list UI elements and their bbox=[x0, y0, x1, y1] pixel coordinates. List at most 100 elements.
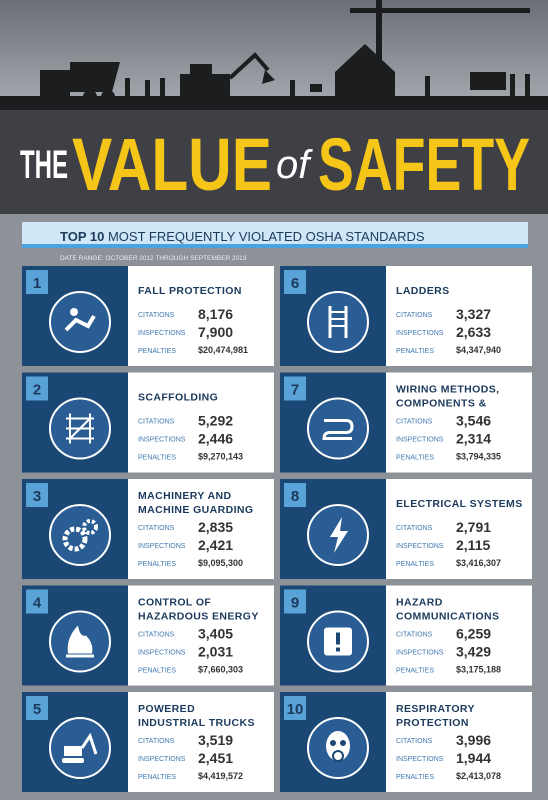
rank: 5 bbox=[33, 701, 41, 718]
icon-glyph bbox=[340, 740, 346, 746]
rank-box bbox=[284, 483, 306, 507]
stat-label: INSPECTIONS bbox=[138, 650, 186, 657]
title-value: VALUE bbox=[72, 123, 272, 206]
stat-value: $4,419,572 bbox=[198, 771, 243, 781]
icon-glyph bbox=[62, 758, 84, 763]
stat-label: CITATIONS bbox=[396, 738, 433, 745]
stat-label: CITATIONS bbox=[138, 525, 175, 532]
cards: 1 FALL PROTECTION CITATIONS 8,176 INSPECTION… bbox=[22, 266, 532, 792]
card: 9 HAZARD COMMUNICATIONS CITATIONS 6,259 INSPE… bbox=[280, 585, 532, 686]
icon-circle bbox=[307, 291, 369, 353]
stat-value: 2,115 bbox=[456, 537, 490, 553]
stat-value: 1,944 bbox=[456, 750, 491, 766]
stat-label: INSPECTIONS bbox=[138, 543, 186, 550]
icon-glyph bbox=[330, 517, 348, 553]
stat-value: 3,996 bbox=[456, 732, 491, 748]
stat-value: 2,421 bbox=[198, 537, 233, 553]
rank: 1 bbox=[33, 275, 41, 292]
card: 3 MACHINERY AND MACHINE GUARDING CITATIONS 2… bbox=[22, 479, 274, 579]
banner-text: TOP 10 MOST FREQUENTLY VIOLATED OSHA STA… bbox=[60, 229, 425, 244]
rank-box bbox=[26, 696, 48, 720]
title-of: of bbox=[276, 143, 313, 187]
standard-title: LADDERS bbox=[396, 285, 450, 297]
stat-value: 2,451 bbox=[198, 750, 233, 766]
stat-label: PENALTIES bbox=[138, 348, 176, 355]
card: 4 CONTROL OF HAZARDOUS ENERGY CITATIONS 3,40… bbox=[22, 585, 274, 686]
stat-value: 2,031 bbox=[198, 644, 233, 660]
rank-box bbox=[26, 483, 48, 507]
stat-value: 8,176 bbox=[198, 306, 233, 322]
stat-label: CITATIONS bbox=[396, 525, 433, 532]
standard-title: HAZARD bbox=[396, 597, 443, 609]
date-range: DATE RANGE: OCTOBER 2012 THROUGH SEPTEMB… bbox=[60, 255, 247, 262]
icon-glyph bbox=[70, 308, 78, 316]
rank-box bbox=[284, 376, 306, 401]
stat-label: CITATIONS bbox=[138, 312, 175, 319]
stat-value: 3,546 bbox=[456, 413, 491, 429]
banner-lead: TOP 10 bbox=[60, 229, 104, 244]
banner-rest: MOST FREQUENTLY VIOLATED OSHA STANDARDS bbox=[108, 229, 425, 244]
rank: 8 bbox=[291, 488, 299, 505]
icon-circle bbox=[307, 397, 369, 460]
stat-value: 7,900 bbox=[198, 324, 233, 340]
stat-label: CITATIONS bbox=[396, 632, 433, 639]
standard-title: PROTECTION bbox=[396, 717, 469, 729]
stat-label: CITATIONS bbox=[396, 419, 433, 426]
stat-label: CITATIONS bbox=[138, 419, 175, 426]
rank: 2 bbox=[33, 382, 41, 399]
stat-value: 3,405 bbox=[198, 626, 233, 642]
title-band bbox=[0, 110, 548, 214]
card: 8 ELECTRICAL SYSTEMS CITATIONS 2,791 INSPECT… bbox=[280, 479, 532, 579]
stat-label: CITATIONS bbox=[138, 738, 175, 745]
stat-label: CITATIONS bbox=[396, 312, 433, 319]
rank: 6 bbox=[291, 275, 299, 292]
stat-label: PENALTIES bbox=[396, 455, 434, 462]
sky bbox=[0, 0, 548, 110]
title-the: THE bbox=[20, 143, 68, 187]
stat-value: 5,292 bbox=[198, 413, 233, 429]
rank: 9 bbox=[291, 595, 299, 612]
rank: 10 bbox=[287, 701, 304, 718]
stat-label: CITATIONS bbox=[138, 632, 175, 639]
icon-glyph bbox=[64, 746, 82, 756]
banner bbox=[22, 222, 528, 248]
standard-title: FALL PROTECTION bbox=[138, 285, 242, 297]
stat-value: $4,347,940 bbox=[456, 345, 501, 355]
banner-edge bbox=[22, 244, 528, 248]
rank: 4 bbox=[33, 595, 42, 612]
icon-glyph bbox=[322, 419, 354, 440]
stat-value: $2,413,078 bbox=[456, 771, 501, 781]
stat-label: PENALTIES bbox=[396, 668, 434, 675]
rank-box bbox=[284, 270, 306, 294]
icon-glyph bbox=[82, 519, 98, 535]
icon-glyph bbox=[69, 417, 91, 440]
stat-value: $20,474,981 bbox=[198, 345, 248, 355]
icon-glyph bbox=[62, 526, 88, 552]
standard-title: ELECTRICAL SYSTEMS bbox=[396, 498, 523, 510]
rank-box bbox=[284, 696, 306, 720]
icon-glyph bbox=[66, 654, 94, 658]
icon-glyph bbox=[326, 731, 350, 761]
stat-label: INSPECTIONS bbox=[396, 543, 444, 550]
icon-glyph bbox=[64, 314, 96, 332]
icon-circle bbox=[49, 504, 111, 566]
stat-value: $9,270,143 bbox=[198, 452, 243, 462]
standard-title: MACHINERY AND bbox=[138, 490, 231, 502]
stat-value: 6,259 bbox=[456, 626, 491, 642]
stat-value: 2,835 bbox=[198, 519, 233, 535]
stat-value: $3,416,307 bbox=[456, 558, 501, 568]
stat-label: PENALTIES bbox=[396, 348, 434, 355]
stat-label: PENALTIES bbox=[138, 668, 176, 675]
card: 5 POWERED INDUSTRIAL TRUCKS CITATIONS 3,519 I… bbox=[22, 692, 274, 792]
icon-glyph bbox=[80, 732, 98, 755]
rank: 7 bbox=[291, 382, 299, 399]
stat-label: INSPECTIONS bbox=[396, 756, 444, 763]
stat-label: INSPECTIONS bbox=[138, 437, 186, 444]
stat-value: 3,519 bbox=[198, 732, 233, 748]
stat-label: PENALTIES bbox=[396, 774, 434, 781]
stat-label: PENALTIES bbox=[138, 455, 176, 462]
stat-label: INSPECTIONS bbox=[138, 756, 186, 763]
stat-label: INSPECTIONS bbox=[396, 650, 444, 657]
